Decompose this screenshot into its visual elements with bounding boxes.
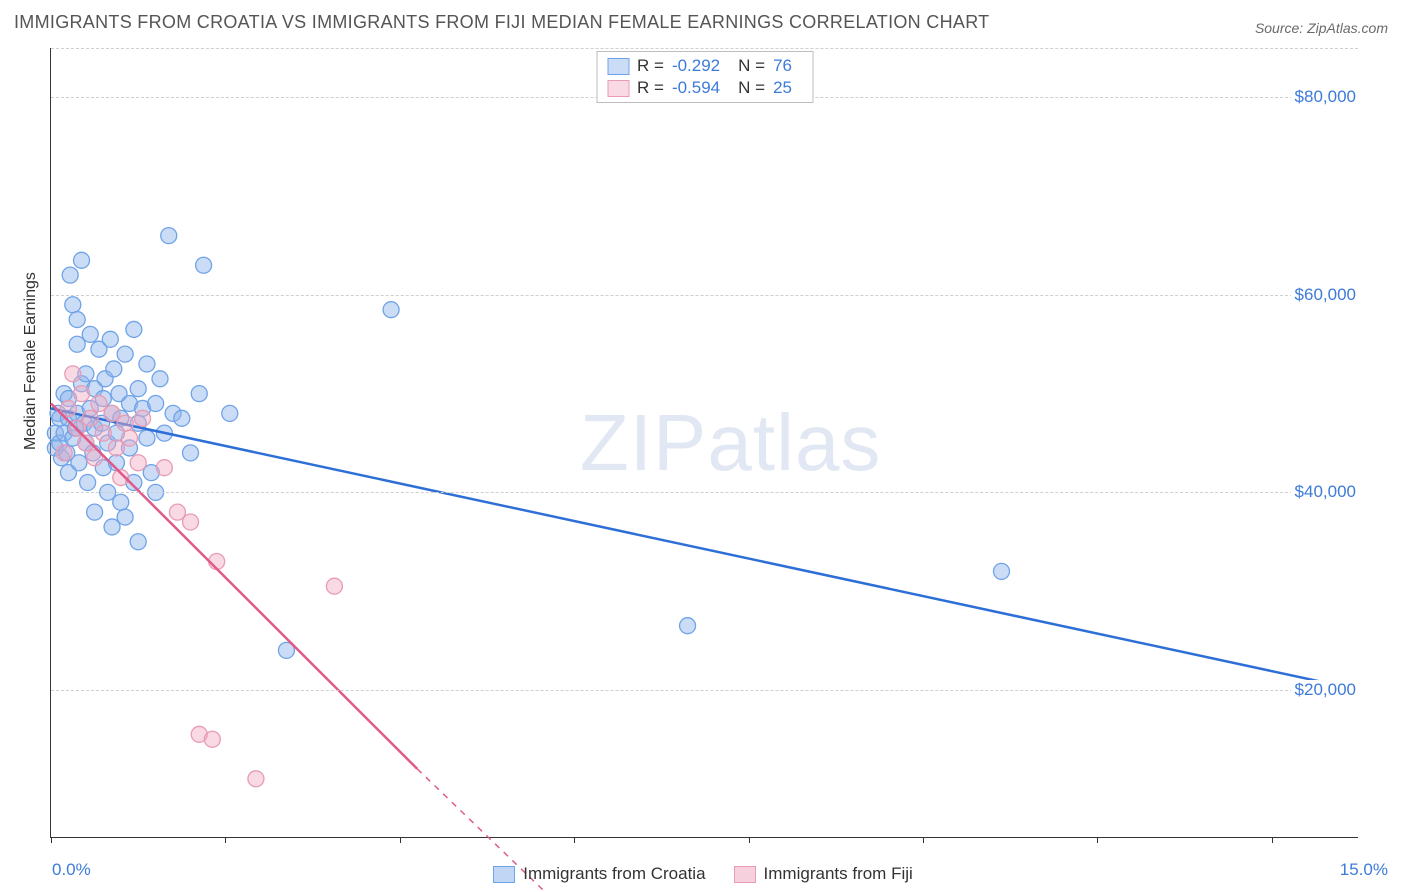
data-point	[174, 410, 190, 426]
data-point	[135, 410, 151, 426]
swatch-croatia	[607, 58, 629, 75]
data-point	[117, 509, 133, 525]
data-point	[69, 312, 85, 328]
y-tick-label: $60,000	[1291, 285, 1360, 305]
source-attribution: Source: ZipAtlas.com	[1255, 20, 1388, 36]
y-tick-label: $80,000	[1291, 87, 1360, 107]
trend-line	[51, 404, 417, 769]
data-point	[71, 455, 87, 471]
data-point	[191, 386, 207, 402]
data-point	[183, 445, 199, 461]
y-tick-label: $40,000	[1291, 482, 1360, 502]
data-point	[80, 475, 96, 491]
data-point	[248, 771, 264, 787]
data-point	[121, 430, 137, 446]
data-point	[222, 405, 238, 421]
data-point	[65, 366, 81, 382]
legend-row-croatia: R =-0.292 N =76	[607, 55, 802, 77]
legend-item-fiji: Immigrants from Fiji	[734, 864, 913, 884]
x-tick	[574, 837, 575, 843]
legend-item-croatia: Immigrants from Croatia	[493, 864, 705, 884]
data-point	[130, 455, 146, 471]
data-point	[126, 321, 142, 337]
data-point	[383, 302, 399, 318]
data-point	[156, 460, 172, 476]
data-point	[326, 578, 342, 594]
y-tick-label: $20,000	[1291, 680, 1360, 700]
data-point	[74, 386, 90, 402]
x-tick	[400, 837, 401, 843]
data-point	[183, 514, 199, 530]
data-point	[102, 331, 118, 347]
data-point	[139, 356, 155, 372]
swatch-croatia-icon	[493, 866, 515, 883]
x-axis-max-label: 15.0%	[1340, 860, 1388, 880]
legend-row-fiji: R =-0.594 N =25	[607, 77, 802, 99]
data-point	[993, 563, 1009, 579]
trend-line	[51, 408, 1359, 689]
x-tick	[225, 837, 226, 843]
data-point	[152, 371, 168, 387]
data-point	[680, 618, 696, 634]
data-point	[204, 731, 220, 747]
data-point	[139, 430, 155, 446]
series-legend: Immigrants from Croatia Immigrants from …	[0, 864, 1406, 884]
swatch-fiji	[607, 80, 629, 97]
data-point	[130, 534, 146, 550]
data-point	[196, 257, 212, 273]
data-point	[82, 326, 98, 342]
x-axis-min-label: 0.0%	[52, 860, 91, 880]
data-point	[117, 415, 133, 431]
data-point	[62, 267, 78, 283]
x-tick	[1272, 837, 1273, 843]
plot-area: ZIPatlas R =-0.292 N =76 R =-0.594 N =25…	[50, 48, 1358, 838]
data-point	[113, 494, 129, 510]
legend-label: Immigrants from Fiji	[764, 864, 913, 884]
gridline	[51, 295, 1358, 296]
data-point	[117, 346, 133, 362]
x-tick	[749, 837, 750, 843]
chart-svg	[51, 48, 1358, 837]
swatch-fiji-icon	[734, 866, 756, 883]
data-point	[161, 228, 177, 244]
data-point	[130, 381, 146, 397]
data-point	[56, 445, 72, 461]
data-point	[87, 504, 103, 520]
gridline-top	[51, 48, 1358, 49]
data-point	[106, 361, 122, 377]
data-point	[95, 425, 111, 441]
x-tick	[923, 837, 924, 843]
correlation-legend: R =-0.292 N =76 R =-0.594 N =25	[596, 51, 813, 103]
x-tick	[51, 837, 52, 843]
chart-title: IMMIGRANTS FROM CROATIA VS IMMIGRANTS FR…	[14, 12, 989, 33]
gridline	[51, 492, 1358, 493]
data-point	[74, 252, 90, 268]
x-tick	[1097, 837, 1098, 843]
legend-label: Immigrants from Croatia	[523, 864, 705, 884]
y-axis-title: Median Female Earnings	[22, 272, 40, 450]
gridline	[51, 690, 1358, 691]
data-point	[148, 396, 164, 412]
data-point	[82, 410, 98, 426]
data-point	[65, 297, 81, 313]
